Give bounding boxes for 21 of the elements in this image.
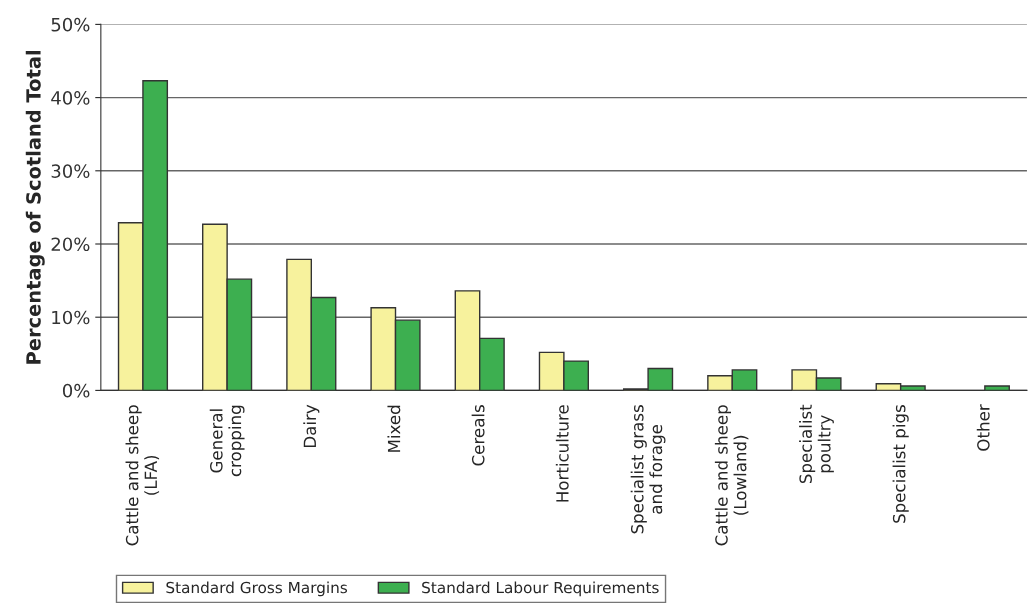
x-tick-label: Horticulture [555, 405, 569, 502]
x-tick-label: Other [976, 404, 990, 451]
x-tick-label: Cattle and sheep (LFA) [125, 405, 160, 546]
y-tick-label: 30% [51, 164, 90, 178]
x-tick-label: Specialist pigs [892, 405, 909, 523]
x-tick-label: Cattle and sheep (Lowland) [714, 405, 749, 546]
y-tick-label: 40% [51, 91, 90, 105]
x-tick-label: Cereals [471, 405, 485, 466]
x-tick-label: Mixed [387, 405, 401, 452]
legend-label: Standard Labour Requirements [422, 581, 659, 597]
x-tick-label: Specialist grass and forage [630, 405, 666, 534]
y-tick-label: 10% [52, 310, 90, 325]
x-tick-label: Specialist poultry [799, 404, 834, 484]
bar [984, 385, 1010, 391]
y-axis-title: Percentage of Scotland Total [25, 50, 45, 364]
legend-label: Standard Gross Margins [166, 581, 348, 597]
y-tick-label: 20% [51, 237, 90, 252]
x-tick-label: Dairy [303, 404, 320, 448]
y-tick-label: 50% [51, 17, 90, 32]
x-tick-label: General cropping [209, 405, 245, 477]
y-tick-label: 0% [62, 383, 90, 398]
